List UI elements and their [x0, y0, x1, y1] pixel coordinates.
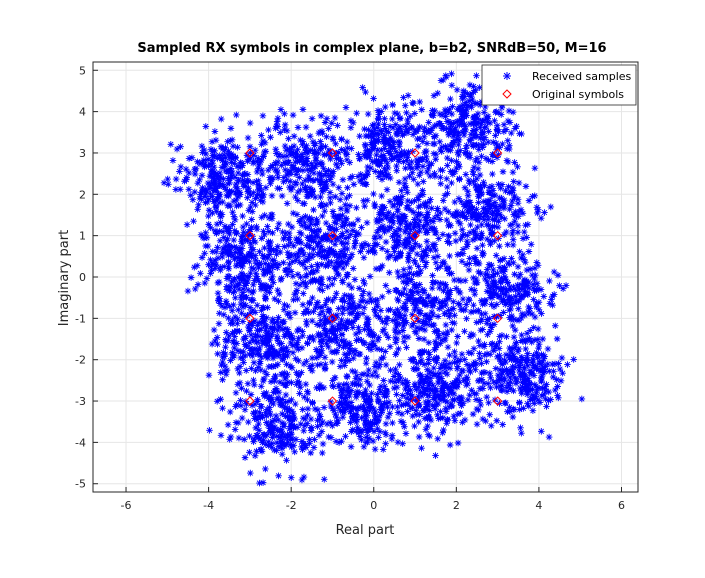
y-tick-label: 2: [79, 188, 86, 201]
received-sample-markers: [160, 68, 586, 487]
received-samples-series: [160, 68, 586, 487]
y-tick-label: 3: [79, 147, 86, 160]
y-tick-label: 5: [79, 64, 86, 77]
x-axis-label: Real part: [336, 523, 395, 538]
original-symbol-point: [327, 396, 338, 406]
original-symbol-point: [245, 148, 255, 158]
y-tick-label: -5: [75, 478, 86, 491]
x-tick-label: -2: [286, 499, 297, 512]
y-tick-label: -1: [75, 312, 86, 325]
original-symbol-point: [410, 148, 420, 158]
original-symbol-point: [327, 230, 338, 241]
y-tick-label: -4: [75, 436, 86, 449]
asterisk-icon: [503, 72, 511, 80]
x-tick-label: 6: [618, 499, 625, 512]
x-tick-label: -6: [121, 499, 132, 512]
y-tick-label: 1: [79, 230, 86, 243]
original-symbol-point: [245, 230, 255, 241]
legend-asterisk-marker: [503, 72, 511, 80]
original-symbol-point: [492, 230, 503, 241]
x-axis-ticks: -6 -4 -2 0 2 4 6: [121, 487, 625, 512]
original-symbol-point: [327, 313, 338, 324]
x-tick-label: 4: [535, 499, 542, 512]
original-symbol-point: [410, 396, 420, 406]
legend-diamond-marker: [502, 89, 512, 99]
legend-entry-original: Original symbols: [532, 88, 624, 101]
original-symbol-point: [410, 313, 420, 324]
original-symbols-series: [245, 148, 503, 406]
x-tick-label: -4: [203, 499, 214, 512]
x-tick-label: 0: [370, 499, 377, 512]
original-symbol-point: [327, 148, 338, 158]
original-symbol-point: [245, 313, 255, 324]
original-symbol-point: [245, 396, 255, 406]
chart-title: Sampled RX symbols in complex plane, b=b…: [137, 41, 606, 56]
original-symbol-point: [492, 148, 503, 158]
legend-box: [481, 64, 637, 106]
y-tick-label: 4: [79, 106, 86, 119]
y-tick-label: -2: [75, 354, 86, 367]
legend: Received samples Original symbols: [481, 64, 637, 106]
y-tick-label: -3: [75, 395, 86, 408]
legend-entry-received: Received samples: [532, 70, 632, 83]
y-axis-ticks: -5 -4 -3 -2 -1 0 1 2 3 4 5: [75, 64, 98, 491]
original-symbol-point: [492, 396, 503, 406]
original-symbol-point: [410, 230, 420, 241]
x-tick-label: 2: [453, 499, 460, 512]
y-axis-label: Imaginary part: [57, 230, 72, 326]
original-symbol-point: [492, 313, 503, 324]
diamond-icon: [502, 89, 512, 99]
y-tick-label: 0: [79, 271, 86, 284]
